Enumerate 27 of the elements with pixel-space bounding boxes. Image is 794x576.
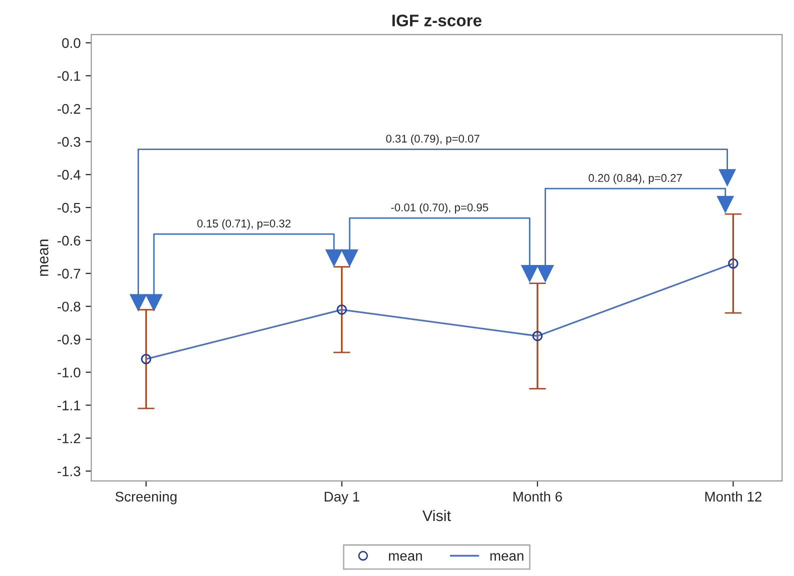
y-tick-label: -0.7 [58,268,80,279]
x-axis-title: Visit [422,510,451,522]
y-tick-label: -0.1 [58,71,80,81]
y-tick-label: -1.3 [58,466,80,476]
y-tick-label: -1.0 [58,368,80,378]
y-tick-label: 0.0 [62,38,80,48]
y-tick-label: -0.3 [58,136,80,147]
x-tick-label: Month 12 [705,491,762,502]
y-axis-title: mean [40,240,48,276]
y-tick-label: -0.8 [58,302,80,312]
annotation: -0.01 (0.70), p=0.95 [391,203,488,214]
x-tick-label: Day 1 [324,492,360,504]
annotation: 0.20 (0.84), p=0.27 [588,174,682,184]
x-tick-label: Screening [115,491,176,504]
x-tick-label: Month 6 [514,491,562,502]
y-tick-label: -0.5 [58,202,80,213]
y-tick-label: -1.2 [58,433,80,444]
chart-title: IGF z-score [392,14,482,26]
legend-label: mean [490,553,524,561]
annotation: 0.31 (0.79), p=0.07 [386,134,480,145]
legend-label: mean [388,553,422,561]
y-tick-label: -1.1 [58,400,80,410]
y-tick-label: -0.2 [58,104,80,114]
annotation: 0.15 (0.71), p=0.32 [197,219,290,230]
y-tick-label: -0.4 [58,170,80,180]
y-tick-label: -0.9 [58,334,80,344]
y-tick-label: -0.6 [58,236,80,246]
